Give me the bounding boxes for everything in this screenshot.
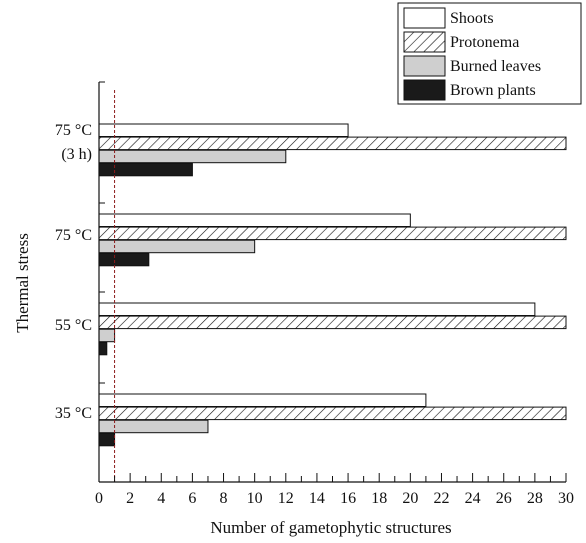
y-axis-label: Thermal stress bbox=[13, 233, 32, 333]
bars-layer bbox=[98, 123, 567, 447]
category-label-sub: (3 h) bbox=[61, 146, 92, 163]
category-label: 75 °C bbox=[55, 227, 92, 244]
bar-shoots-4 bbox=[98, 393, 427, 407]
bar-protonema-2 bbox=[98, 226, 567, 241]
bar-brown-plants-2 bbox=[98, 252, 150, 267]
legend-label-shoots: Shoots bbox=[450, 10, 494, 27]
category-labels: 75 °C (3 h) 75 °C 55 °C 35 °C bbox=[55, 122, 92, 422]
x-tick-label: 28 bbox=[527, 490, 543, 507]
bar-burned-leaves-2 bbox=[98, 239, 256, 254]
x-tick-label: 18 bbox=[371, 490, 387, 507]
bar-burned-leaves-3 bbox=[98, 328, 116, 343]
legend-label-burned-leaves: Burned leaves bbox=[450, 58, 541, 75]
legend-swatch-brown-plants bbox=[403, 79, 446, 101]
legend-swatch-protonema bbox=[403, 31, 446, 53]
legend-label-brown-plants: Brown plants bbox=[450, 82, 536, 99]
x-tick-label: 16 bbox=[340, 490, 356, 507]
bar-brown-plants-1 bbox=[98, 162, 193, 177]
bar-protonema-1 bbox=[98, 136, 567, 151]
bar-burned-leaves-4 bbox=[98, 419, 209, 434]
bar-protonema-4 bbox=[98, 406, 567, 421]
x-tick-label: 10 bbox=[247, 490, 263, 507]
legend-swatch-burned-leaves bbox=[403, 55, 446, 77]
bar-shoots-3 bbox=[98, 302, 536, 316]
x-tick-label: 20 bbox=[402, 490, 418, 507]
x-tick-label: 2 bbox=[126, 490, 134, 507]
x-tick-labels: 0 2 4 6 8 10 12 14 16 18 20 22 24 26 28 30 bbox=[95, 81, 574, 507]
x-tick-label: 14 bbox=[309, 490, 325, 507]
x-tick-label: 0 bbox=[95, 490, 103, 507]
x-tick-label: 8 bbox=[220, 490, 228, 507]
bar-brown-plants-3 bbox=[98, 341, 108, 356]
legend-label-protonema: Protonema bbox=[450, 34, 519, 51]
category-label: 55 °C bbox=[55, 317, 92, 334]
x-tick-label: 12 bbox=[278, 490, 294, 507]
legend: Shoots Protonema Burned leaves Brown plants bbox=[397, 2, 582, 105]
bar-protonema-3 bbox=[98, 315, 567, 330]
category-label: 75 °C bbox=[55, 122, 92, 139]
x-axis-label: Number of gametophytic structures bbox=[210, 518, 451, 537]
x-tick-label: 30 bbox=[558, 490, 574, 507]
bar-shoots-2 bbox=[98, 213, 411, 227]
x-tick-label: 4 bbox=[157, 490, 165, 507]
bar-brown-plants-4 bbox=[98, 432, 116, 447]
x-tick-label: 6 bbox=[188, 490, 196, 507]
bar-shoots-1 bbox=[98, 123, 349, 137]
x-tick-label: 26 bbox=[496, 490, 512, 507]
legend-swatch-shoots bbox=[403, 7, 446, 29]
x-tick-label: 22 bbox=[433, 490, 449, 507]
category-label: 35 °C bbox=[55, 405, 92, 422]
x-tick-label: 24 bbox=[465, 490, 481, 507]
bar-burned-leaves-1 bbox=[98, 149, 287, 164]
